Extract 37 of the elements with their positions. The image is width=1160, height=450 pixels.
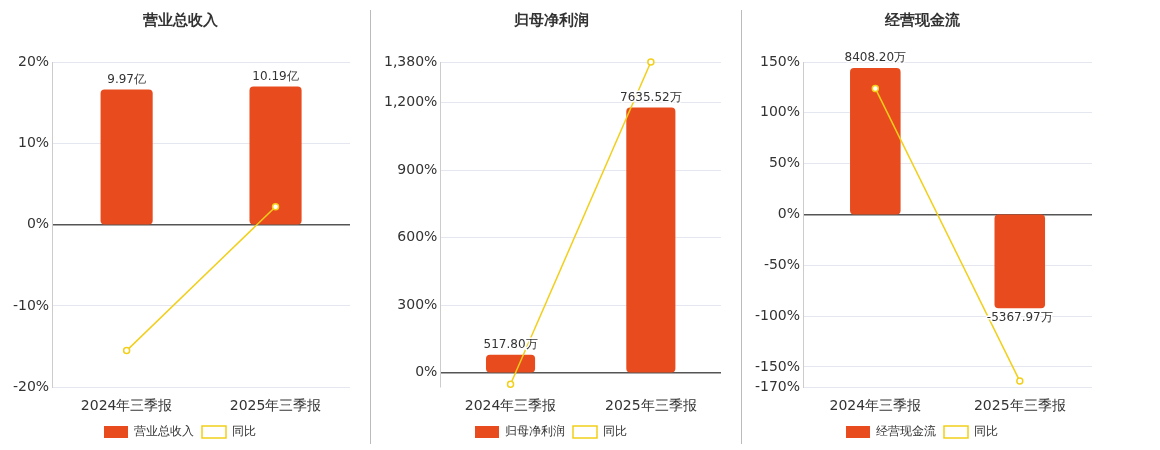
x-tick-label: 2025年三季报 <box>229 397 322 414</box>
y-tick-label: -170% <box>755 377 801 394</box>
y-tick-label: -10% <box>13 296 50 313</box>
y-tick-label: 0% <box>26 215 50 232</box>
legend-label: 经营现金流 <box>876 424 936 439</box>
y-tick-label: 300% <box>397 295 438 312</box>
legend-label: 归母净利润 <box>505 424 565 439</box>
y-tick-label: 1,200% <box>383 93 438 110</box>
y-tick-label: 0% <box>415 363 438 380</box>
legend-label: 同比 <box>974 424 998 439</box>
legend-label: 同比 <box>232 424 256 439</box>
y-tick-label: 20% <box>18 52 50 69</box>
y-tick-label: -150% <box>755 357 801 374</box>
legend-label: 营业总收入 <box>134 424 194 439</box>
x-tick-label: 2024年三季报 <box>80 397 173 414</box>
y-tick-label: 100% <box>760 103 801 120</box>
y-tick-label: 1,380% <box>383 52 438 69</box>
y-tick-label: 0% <box>777 205 801 222</box>
chart-title: 经营现金流 <box>883 10 961 29</box>
y-tick-label: 900% <box>397 160 438 177</box>
y-tick-label: 50% <box>768 154 801 171</box>
data-label: 10.19亿 <box>252 68 299 83</box>
y-tick-label: 600% <box>397 228 438 245</box>
data-label: 8408.20万 <box>844 50 907 65</box>
y-tick-label: -50% <box>763 255 801 272</box>
x-tick-label: 2025年三季报 <box>605 397 697 414</box>
data-label: 9.97亿 <box>107 71 146 86</box>
y-tick-label: -100% <box>755 306 801 323</box>
x-tick-label: 2025年三季报 <box>973 397 1066 414</box>
chart-title: 归母净利润 <box>512 10 589 29</box>
x-tick-label: 2024年三季报 <box>829 397 922 414</box>
x-tick-label: 2024年三季报 <box>464 397 557 414</box>
y-tick-label: -20% <box>13 377 50 394</box>
y-tick-label: 10% <box>18 133 50 150</box>
chart-title: 营业总收入 <box>141 10 219 29</box>
legend-label: 同比 <box>603 424 627 439</box>
y-tick-label: 150% <box>760 52 801 69</box>
